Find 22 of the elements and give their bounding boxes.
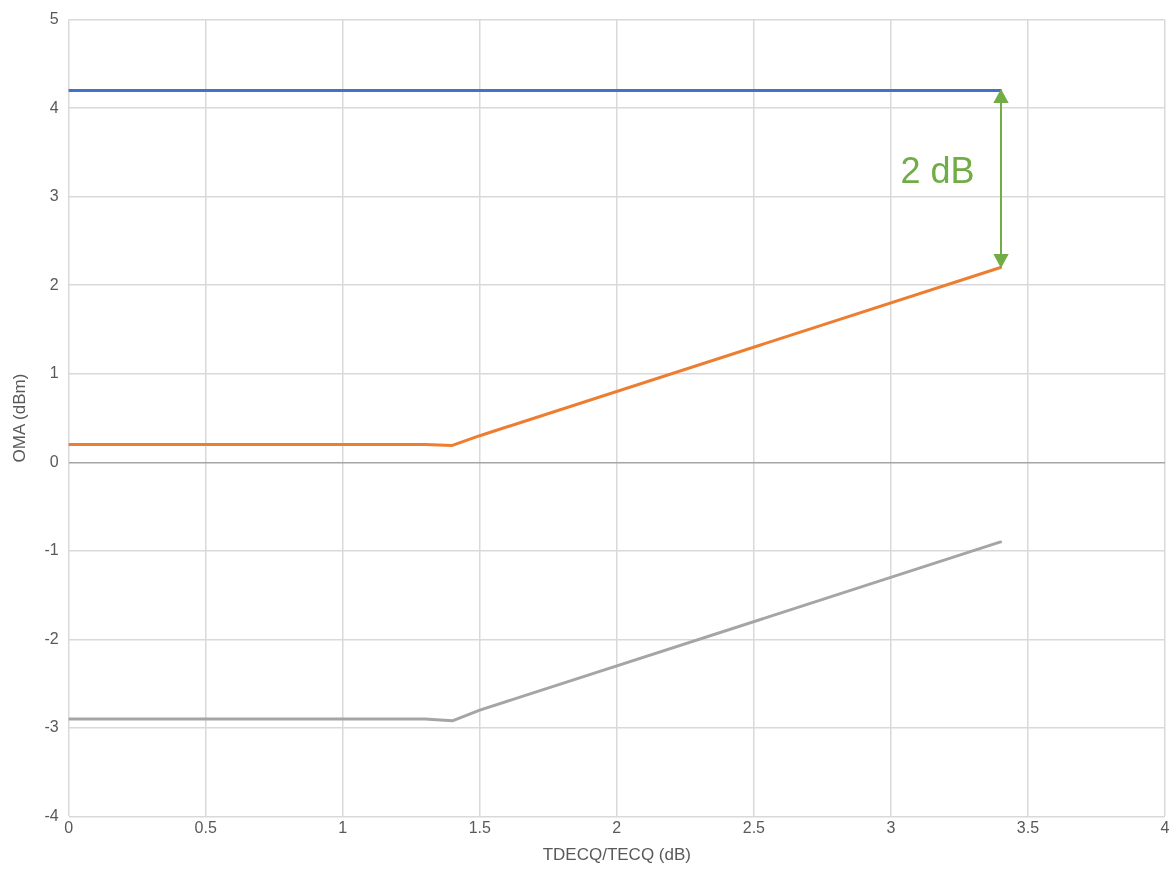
y-tick-label: 3 <box>49 187 59 205</box>
x-tick-label: 3 <box>886 819 896 837</box>
y-tick-label: 0 <box>49 452 59 470</box>
x-tick-label: 1.5 <box>468 819 491 837</box>
y-tick-label: -3 <box>44 718 59 736</box>
y-tick-label: -1 <box>44 541 59 559</box>
x-tick-label: 4 <box>1160 819 1170 837</box>
x-tick-label: 0.5 <box>194 819 217 837</box>
x-tick-label: 2 <box>612 819 622 837</box>
x-tick-label: 3.5 <box>1016 819 1040 837</box>
y-tick-label: 5 <box>49 10 59 28</box>
x-axis-title: TDECQ/TECQ (dB) <box>542 845 691 865</box>
x-tick-label: 2.5 <box>742 819 766 837</box>
y-tick-label: 4 <box>49 98 59 116</box>
y-tick-label: -2 <box>44 629 59 647</box>
y-axis-title: OMA (dBm) <box>9 373 29 463</box>
x-tick-label: 1 <box>338 819 348 837</box>
x-tick-label: 0 <box>64 819 74 837</box>
annotation: 2 dB <box>900 149 975 191</box>
y-tick-label: 1 <box>49 364 59 382</box>
y-tick-label: -4 <box>44 806 59 824</box>
y-tick-label: 2 <box>49 275 59 293</box>
